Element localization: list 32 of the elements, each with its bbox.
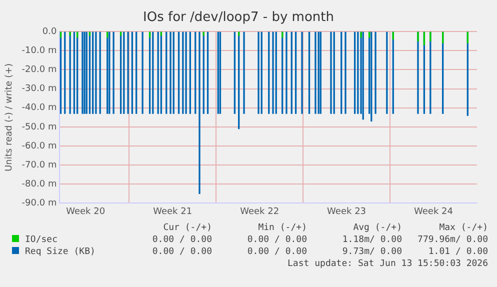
text: Avg (-/+) xyxy=(352,222,402,234)
text: 0.00 / 0.00 xyxy=(151,234,212,246)
text: Min (-/+) xyxy=(257,222,307,234)
y-axis-title: Units read (-) / write (+) xyxy=(4,63,15,172)
text: 1.18m/ 0.00 xyxy=(341,234,402,246)
legend-label: IO/sec xyxy=(24,234,59,246)
text: 779.96m/ 0.00 xyxy=(416,234,488,246)
text: 0.00 / 0.00 xyxy=(246,246,307,258)
y-tick-label: -60.0 m xyxy=(22,141,57,152)
y-tick-label: -70.0 m xyxy=(22,160,57,170)
x-tick-label: Week 20 xyxy=(66,206,106,217)
x-tick-label: Week 22 xyxy=(240,206,280,217)
text: 9.73m/ 0.00 xyxy=(341,246,402,258)
y-tick-label: -40.0 m xyxy=(22,103,57,114)
y-tick-label: -10.0 m xyxy=(22,46,57,56)
x-tick-label: Week 24 xyxy=(414,206,454,217)
legend-label: Req Size (KB) xyxy=(24,246,96,258)
chart-title: IOs for /dev/loop7 - by month xyxy=(143,10,334,26)
y-tick-label: -90.0 m xyxy=(22,198,57,209)
y-tick-label: -50.0 m xyxy=(22,122,57,132)
text: 0.00 / 0.00 xyxy=(151,246,212,258)
text: 1.01 / 0.00 xyxy=(427,246,488,258)
y-tick-label: 0.0 xyxy=(42,26,57,37)
y-tick-label: -30.0 m xyxy=(22,84,57,94)
x-tick-label: Week 21 xyxy=(153,206,192,217)
text: Last update: Sat Jun 13 15:50:03 2026 xyxy=(286,258,488,270)
text: Max (-/+) xyxy=(438,222,488,234)
text: Cur (-/+) xyxy=(162,222,212,234)
x-tick-label: Week 23 xyxy=(327,206,366,217)
y-tick-label: -20.0 m xyxy=(22,65,57,76)
text: 0.00 / 0.00 xyxy=(246,234,307,246)
y-tick-label: -80.0 m xyxy=(22,179,57,190)
